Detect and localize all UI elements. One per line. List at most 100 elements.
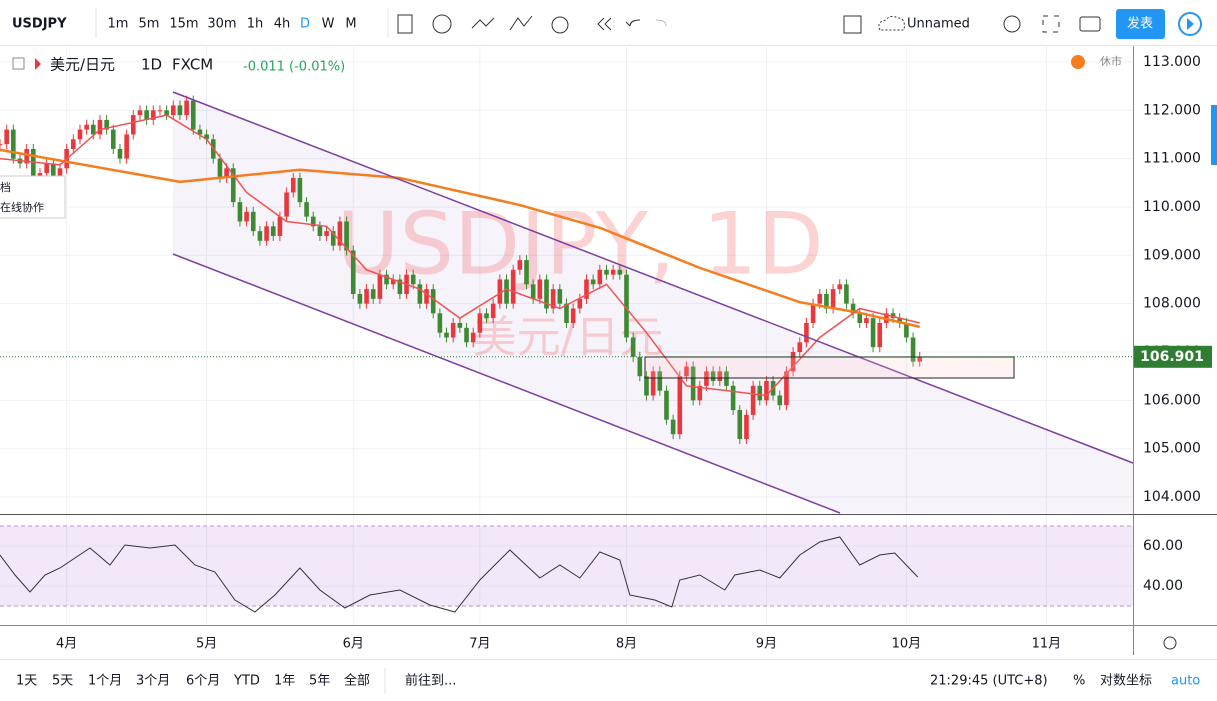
x-tick-label: 11月 <box>1032 637 1062 652</box>
candle-body <box>824 293 829 309</box>
y-tick-label: 109.000 <box>1143 247 1201 263</box>
channel-fill <box>173 92 1133 513</box>
indicator-icon[interactable] <box>471 17 495 29</box>
candle-body <box>790 352 796 372</box>
y-tick-label: 112.000 <box>1143 102 1201 118</box>
last-price-box <box>1134 345 1212 368</box>
candle-body <box>224 168 229 178</box>
candle-body <box>264 226 269 241</box>
layout-name[interactable]: Unnamed <box>907 17 970 32</box>
play-button[interactable] <box>1178 12 1202 36</box>
percent-toggle[interactable]: % <box>1073 674 1085 689</box>
interval[interactable]: 1m <box>108 17 129 32</box>
publish-label[interactable]: 发表 <box>1127 16 1153 32</box>
candle-body <box>777 395 783 406</box>
popup-item[interactable]: 档 <box>0 180 11 194</box>
popup-item[interactable]: 在线协作 <box>0 200 44 214</box>
rsi-tick-label: 60.00 <box>1143 538 1183 554</box>
log-toggle[interactable]: 对数坐标 <box>1100 674 1152 689</box>
candle-body <box>490 303 496 319</box>
candle-body <box>684 366 689 377</box>
candle-body <box>530 284 536 299</box>
candle-icon[interactable] <box>397 14 413 34</box>
goto-button[interactable]: 前往到... <box>405 673 456 689</box>
undo-icon[interactable] <box>625 19 641 27</box>
legend-interval: 1D <box>141 56 162 74</box>
candle-body <box>384 274 389 285</box>
candle-body <box>737 410 743 440</box>
interval[interactable]: 5m <box>139 17 160 32</box>
settings-icon[interactable] <box>1163 636 1177 650</box>
moving-average <box>0 148 921 329</box>
candle-body <box>177 105 183 116</box>
candle-body <box>137 110 143 116</box>
candle-body <box>784 371 789 406</box>
range-button[interactable]: 5天 <box>52 674 73 689</box>
range-button[interactable]: 1年 <box>274 674 295 689</box>
candle-body <box>317 226 323 236</box>
interval[interactable]: 30m <box>207 17 236 32</box>
candle-body <box>917 356 923 362</box>
fullscreen-icon[interactable] <box>1042 15 1060 33</box>
range-button[interactable]: 5年 <box>309 674 330 689</box>
candle-body <box>590 279 596 285</box>
publish-button[interactable] <box>1116 9 1165 39</box>
symbol[interactable]: USDJPY <box>12 17 67 32</box>
x-tick-label: 5月 <box>196 637 217 652</box>
scrollbar <box>1211 105 1217 165</box>
symbol-flag <box>35 58 41 70</box>
candle-body <box>870 318 876 348</box>
candle-body <box>430 289 436 314</box>
candle-body <box>330 231 336 246</box>
candle-body <box>690 366 696 401</box>
cloud-icon[interactable] <box>878 15 905 31</box>
interval[interactable]: 15m <box>169 17 198 32</box>
candle-body <box>257 231 263 241</box>
candle-body <box>337 221 343 246</box>
moving-average <box>0 114 920 397</box>
candle-body <box>284 192 289 217</box>
candle-body <box>250 211 256 232</box>
range-button[interactable]: 全部 <box>344 673 370 689</box>
snapshot-icon[interactable] <box>1079 16 1101 32</box>
candle-body <box>304 202 309 217</box>
candle-body <box>344 221 349 251</box>
alert-icon[interactable] <box>551 16 569 34</box>
candle-body <box>11 129 16 159</box>
candle-body <box>804 322 809 343</box>
interval[interactable]: 4h <box>274 17 291 32</box>
interval[interactable]: W <box>322 17 335 32</box>
candle-body <box>150 110 156 120</box>
range-button[interactable]: 3个月 <box>136 674 170 689</box>
candle-body <box>437 313 443 333</box>
rsi-tick-label: 40.00 <box>1143 578 1183 594</box>
range-button[interactable]: 1个月 <box>88 674 122 689</box>
expand-icon[interactable] <box>12 57 25 70</box>
candle-body <box>397 279 403 294</box>
replay-icon[interactable] <box>597 17 612 31</box>
redo-icon[interactable] <box>655 19 667 27</box>
candle-body <box>837 284 843 290</box>
range-button[interactable]: 1天 <box>16 674 37 689</box>
candle-body <box>510 269 516 304</box>
interval[interactable]: M <box>345 17 356 32</box>
candle-body <box>750 385 756 415</box>
candle-body <box>417 284 423 304</box>
candle-body <box>664 390 669 420</box>
range-button[interactable]: 6个月 <box>186 674 220 689</box>
legend-name: 美元/日元 <box>50 56 115 74</box>
interval[interactable]: 1h <box>247 17 264 32</box>
candle-body <box>277 216 283 236</box>
add-icon[interactable] <box>432 14 452 34</box>
auto-toggle[interactable]: auto <box>1171 674 1200 689</box>
candle-body <box>864 318 869 323</box>
checkbox[interactable] <box>843 15 862 34</box>
settings-icon[interactable] <box>1003 15 1021 33</box>
range-button[interactable]: YTD <box>233 674 260 689</box>
candle-body <box>677 376 683 435</box>
legend-change: -0.011 (-0.01%) <box>243 60 345 75</box>
template-icon[interactable] <box>509 15 533 31</box>
interval[interactable]: D <box>300 17 310 32</box>
candle-body <box>610 269 616 275</box>
candle-body <box>617 269 623 275</box>
